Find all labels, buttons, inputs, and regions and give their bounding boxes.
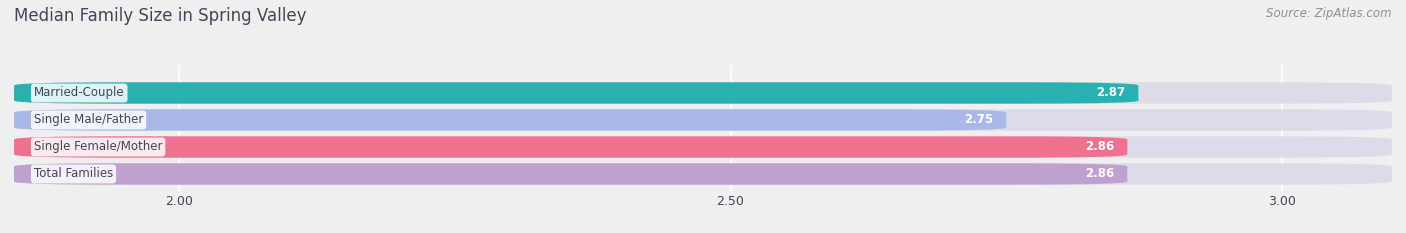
FancyBboxPatch shape: [14, 136, 1392, 158]
Text: Single Female/Mother: Single Female/Mother: [34, 140, 163, 154]
Text: 2.75: 2.75: [963, 113, 993, 127]
Text: Married-Couple: Married-Couple: [34, 86, 125, 99]
FancyBboxPatch shape: [14, 109, 1007, 131]
Text: 2.86: 2.86: [1085, 140, 1114, 154]
FancyBboxPatch shape: [14, 163, 1392, 185]
FancyBboxPatch shape: [14, 82, 1392, 104]
Text: Total Families: Total Families: [34, 168, 112, 181]
FancyBboxPatch shape: [14, 136, 1128, 158]
Text: Single Male/Father: Single Male/Father: [34, 113, 143, 127]
Text: 2.87: 2.87: [1097, 86, 1125, 99]
FancyBboxPatch shape: [14, 82, 1139, 104]
Text: Source: ZipAtlas.com: Source: ZipAtlas.com: [1267, 7, 1392, 20]
FancyBboxPatch shape: [14, 109, 1392, 131]
FancyBboxPatch shape: [14, 163, 1128, 185]
Text: Median Family Size in Spring Valley: Median Family Size in Spring Valley: [14, 7, 307, 25]
Text: 2.86: 2.86: [1085, 168, 1114, 181]
